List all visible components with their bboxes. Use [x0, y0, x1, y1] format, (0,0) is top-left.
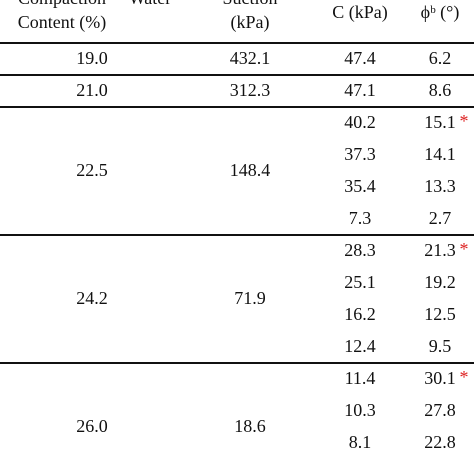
- row-rule: [0, 74, 474, 76]
- suction-cell: 432.1: [229, 48, 271, 68]
- phi-cell: 13.3: [424, 176, 456, 196]
- water-cell: 22.5: [76, 160, 108, 180]
- phi-cell: 15.1: [424, 112, 456, 132]
- c-cell: 7.3: [348, 208, 372, 228]
- phi-cell: 6.2: [428, 48, 452, 68]
- water-cell: 26.0: [76, 416, 108, 436]
- row-rule: [0, 42, 474, 44]
- phi-cell: 2.7: [428, 208, 452, 228]
- c-cell: 8.1: [348, 432, 372, 452]
- header-cell: Content (%): [17, 12, 107, 32]
- c-cell: 12.4: [344, 336, 376, 356]
- phi-cell: 9.5: [428, 336, 452, 356]
- c-cell: 25.1: [344, 272, 376, 292]
- phi-cell: 22.8: [424, 432, 456, 452]
- c-cell: 16.2: [344, 304, 376, 324]
- suction-cell: 71.9: [234, 288, 266, 308]
- c-cell: 35.4: [344, 176, 376, 196]
- row-rule: [0, 234, 474, 236]
- note-mark: *: [459, 111, 469, 131]
- note-mark: *: [459, 367, 469, 387]
- note-mark: *: [459, 239, 469, 259]
- suction-cell: 312.3: [229, 80, 271, 100]
- phi-cell: 12.5: [424, 304, 456, 324]
- c-cell: 28.3: [344, 240, 376, 260]
- row-rule: [0, 106, 474, 108]
- water-cell: 21.0: [76, 80, 108, 100]
- phi-cell: 21.3: [424, 240, 456, 260]
- suction-cell: 148.4: [229, 160, 271, 180]
- phi-cell: 8.6: [428, 80, 452, 100]
- header-cell: Compaction: [18, 0, 106, 7]
- c-cell: 40.2: [344, 112, 376, 132]
- header-cell: ϕᵇ (°): [420, 2, 460, 22]
- c-cell: 47.4: [344, 48, 376, 68]
- header-cell: Suction: [222, 0, 277, 7]
- header-cell: (kPa): [230, 12, 270, 32]
- water-cell: 24.2: [76, 288, 108, 308]
- header-cell: C (kPa): [332, 2, 388, 22]
- water-cell: 19.0: [76, 48, 108, 68]
- suction-cell: 18.6: [234, 416, 266, 436]
- phi-cell: 30.1: [424, 368, 456, 388]
- phi-cell: 19.2: [424, 272, 456, 292]
- c-cell: 37.3: [344, 144, 376, 164]
- c-cell: 11.4: [344, 368, 376, 388]
- c-cell: 10.3: [344, 400, 376, 420]
- c-cell: 47.1: [344, 80, 376, 100]
- phi-cell: 14.1: [424, 144, 456, 164]
- phi-cell: 27.8: [424, 400, 456, 420]
- header-cell: Water: [129, 0, 172, 7]
- row-rule: [0, 362, 474, 364]
